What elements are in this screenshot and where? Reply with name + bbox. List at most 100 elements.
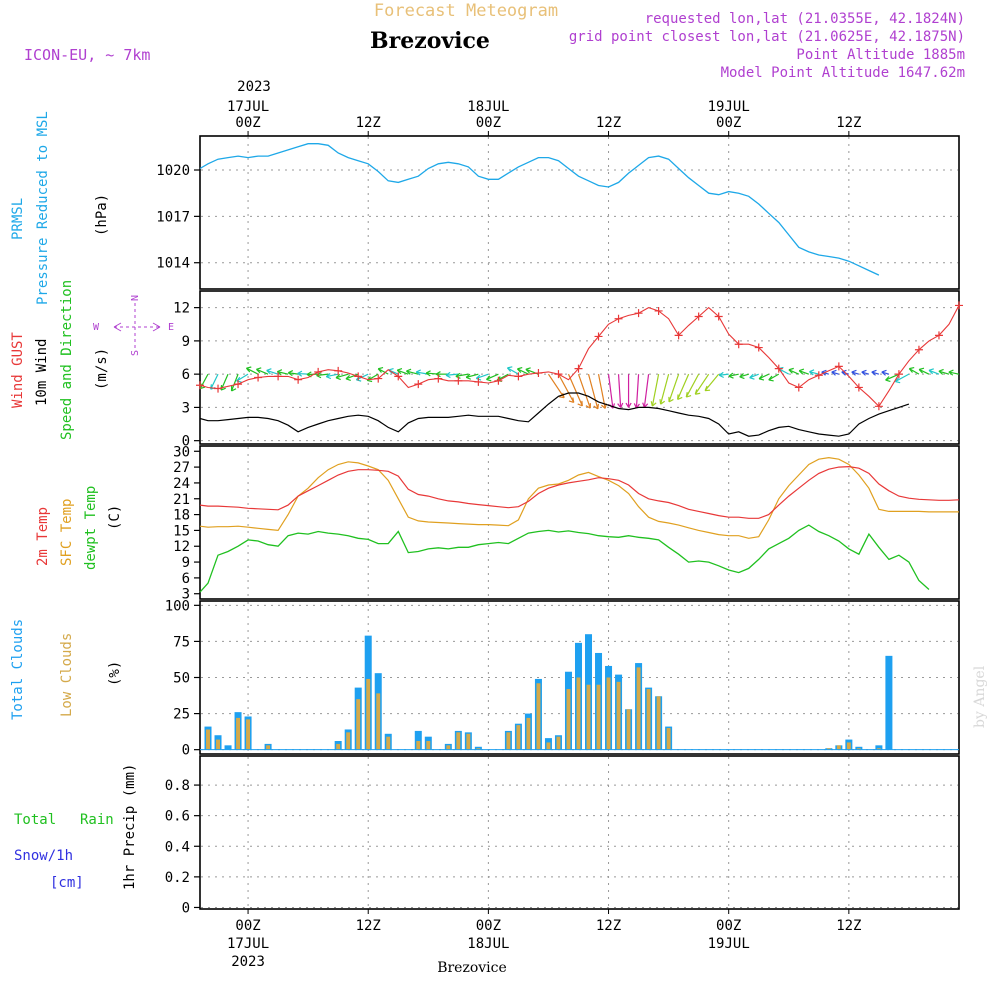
temp-label-2m: 2m Temp <box>35 507 51 566</box>
gust-marker <box>894 370 903 379</box>
y-tick-label: 25 <box>173 707 190 723</box>
wind-arrow <box>718 371 729 379</box>
wind-arrow <box>749 373 759 380</box>
wind-label-10m: 10m Wind <box>34 339 50 406</box>
forecast-title: Forecast Meteogram <box>374 1 558 21</box>
wind-arrow <box>396 368 409 375</box>
gust-marker <box>314 367 323 376</box>
compass-e: E <box>168 322 174 333</box>
wind-arrow <box>798 368 810 375</box>
bottom-time-label: 12Z <box>836 918 861 934</box>
gust-marker <box>734 340 743 349</box>
precip-unit: 1hr Precip (mm) <box>122 764 138 890</box>
clouds-label-low: Low Clouds <box>59 633 75 717</box>
y-tick-label: 30 <box>173 444 190 460</box>
low-cloud-bar <box>536 683 541 750</box>
total-cloud-bar <box>885 655 893 750</box>
gust-marker <box>634 309 643 318</box>
y-tick-label: 0.6 <box>165 809 190 825</box>
wind-arrow <box>297 370 309 377</box>
gust-marker <box>414 380 423 389</box>
low-cloud-bar <box>656 696 661 750</box>
low-cloud-bar <box>376 693 381 750</box>
low-cloud-bar <box>476 748 481 750</box>
precip-label-rain: Rain <box>80 812 114 828</box>
gust-marker <box>554 370 563 379</box>
clouds-y-ticks: 0 25 50 75 100 <box>165 598 200 759</box>
wind-arrow <box>210 373 219 390</box>
bottom-time-label: 12Z <box>356 918 381 934</box>
wind-speed-line <box>199 392 910 437</box>
low-cloud-bar <box>876 748 881 750</box>
wind-arrow <box>486 373 499 382</box>
wind-arrow <box>230 373 239 392</box>
low-cloud-bar <box>336 743 341 750</box>
y-tick-label: 1014 <box>156 256 190 272</box>
wind-arrow <box>739 373 749 380</box>
wind-arrow <box>245 366 259 375</box>
wind-arrow <box>728 372 739 379</box>
gust-marker <box>854 383 863 392</box>
top-time-label: 00Z <box>476 115 501 131</box>
bottom-time-label: 12Z <box>596 918 621 934</box>
wind-arrow <box>276 369 289 376</box>
wind-arrow <box>256 367 269 375</box>
top-time-label: 00Z <box>235 115 260 131</box>
low-cloud-bar <box>826 748 831 750</box>
y-tick-label: 0.4 <box>165 839 190 855</box>
y-tick-label: 0 <box>182 900 190 916</box>
precip-y-ticks: 0 0.2 0.4 0.6 0.8 <box>165 778 200 916</box>
low-cloud-bar <box>446 745 451 750</box>
wind-arrow <box>871 369 880 376</box>
wind-arrow <box>266 368 279 375</box>
wind-arrow <box>908 366 920 375</box>
sfc-temp-line <box>199 456 959 539</box>
low-cloud-bar <box>546 742 551 750</box>
temp-2m-line <box>199 465 960 519</box>
grid-layer <box>201 137 958 908</box>
y-tick-label: 21 <box>173 492 190 508</box>
wind-arrow <box>633 374 640 409</box>
low-cloud-bar <box>556 736 561 750</box>
wind-arrow <box>377 367 389 375</box>
top-time-label: 00Z <box>716 115 741 131</box>
compass-n: N <box>130 295 141 301</box>
gust-marker <box>594 332 603 341</box>
gust-marker <box>534 369 543 378</box>
wind-arrow <box>236 373 249 383</box>
low-cloud-bar <box>366 678 371 750</box>
bottom-time-labels: 00Z 17JUL 2023 12Z 00Z 18JUL 12Z 00Z 19JUL 12Z <box>227 909 862 970</box>
y-tick-label: 1017 <box>156 209 190 225</box>
low-cloud-bar <box>386 736 391 750</box>
bottom-time-label: 00Z <box>716 918 741 934</box>
wind-arrow <box>851 369 860 376</box>
top-time-label: 12Z <box>836 115 861 131</box>
low-cloud-bar <box>626 709 631 750</box>
top-time-label: 12Z <box>596 115 621 131</box>
y-tick-label: 3 <box>182 400 190 416</box>
wind-arrow <box>445 371 459 379</box>
model-altitude: Model Point Altitude 1647.62m <box>721 65 965 81</box>
gust-marker <box>614 314 623 323</box>
gust-marker <box>514 372 523 381</box>
compass-s: S <box>130 350 141 356</box>
top-year-label: 2023 <box>237 79 271 95</box>
wind-arrow <box>894 373 910 384</box>
panel-frame-1 <box>199 135 960 290</box>
wind-arrow <box>506 366 519 375</box>
wind-arrow <box>617 374 624 408</box>
gust-marker <box>934 331 943 340</box>
bottom-time-label: 00Z <box>235 918 260 934</box>
wind-gust-markers <box>196 301 963 411</box>
dewpt-temp-line <box>199 524 930 593</box>
gust-marker <box>454 376 463 385</box>
temp-unit: (C) <box>107 505 123 530</box>
panel-frames <box>199 135 960 910</box>
low-cloud-bar <box>846 742 851 750</box>
gust-marker <box>794 383 803 392</box>
gust-marker <box>196 381 204 390</box>
wind-arrow <box>547 373 565 399</box>
low-cloud-bar <box>506 732 511 750</box>
low-cloud-bar <box>416 741 421 750</box>
